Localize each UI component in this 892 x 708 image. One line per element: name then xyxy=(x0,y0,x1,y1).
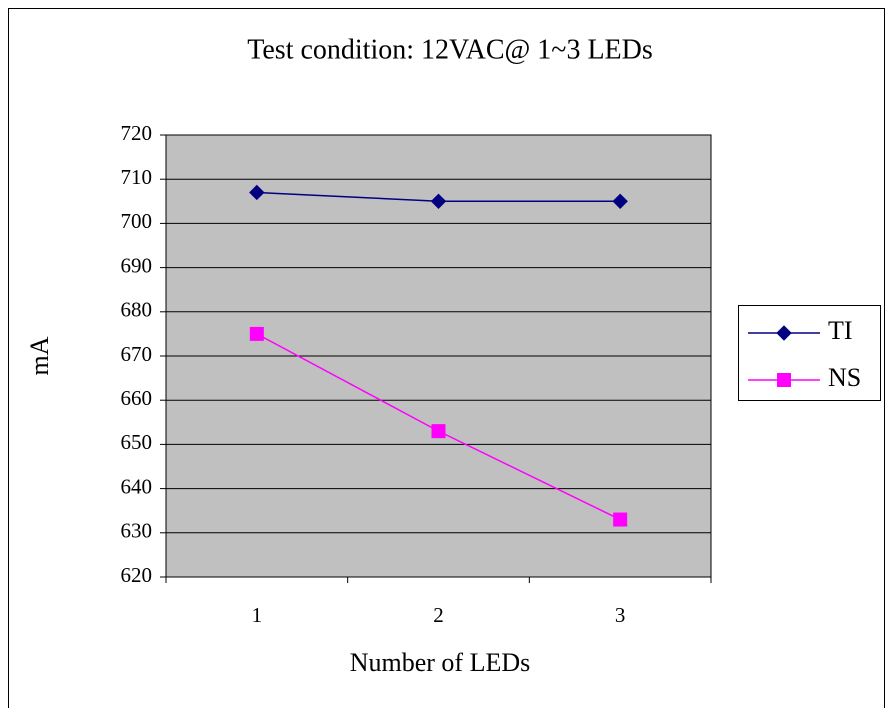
y-tick-label: 670 xyxy=(121,342,153,366)
y-axis-label: mA xyxy=(25,336,54,375)
y-tick-label: 680 xyxy=(121,298,153,322)
y-tick-label: 720 xyxy=(121,121,153,145)
legend-marker xyxy=(776,325,792,341)
y-tick-label: 650 xyxy=(121,430,153,454)
data-point xyxy=(612,193,628,210)
x-axis-label: Number of LEDs xyxy=(350,648,531,677)
legend-marker xyxy=(777,373,791,387)
y-tick-label: 710 xyxy=(121,165,153,189)
data-point xyxy=(249,184,265,201)
legend-box xyxy=(738,305,881,401)
y-tick-label: 660 xyxy=(121,386,153,410)
data-point xyxy=(431,424,446,439)
y-tick-label: 630 xyxy=(121,519,153,543)
y-tick-label: 690 xyxy=(121,253,153,277)
x-tick-label: 2 xyxy=(433,603,444,627)
x-tick-label: 3 xyxy=(615,603,626,627)
data-point xyxy=(430,193,447,210)
data-point xyxy=(249,326,264,341)
y-tick-label: 640 xyxy=(121,474,153,498)
y-tick-label: 700 xyxy=(121,209,153,233)
y-tick-label: 620 xyxy=(121,563,153,587)
data-point xyxy=(613,512,628,527)
legend-label: NS xyxy=(828,363,861,392)
x-tick-label: 1 xyxy=(252,603,263,627)
chart-title: Test condition: 12VAC@ 1~3 LEDs xyxy=(247,34,653,65)
legend-label: TI xyxy=(828,316,853,345)
